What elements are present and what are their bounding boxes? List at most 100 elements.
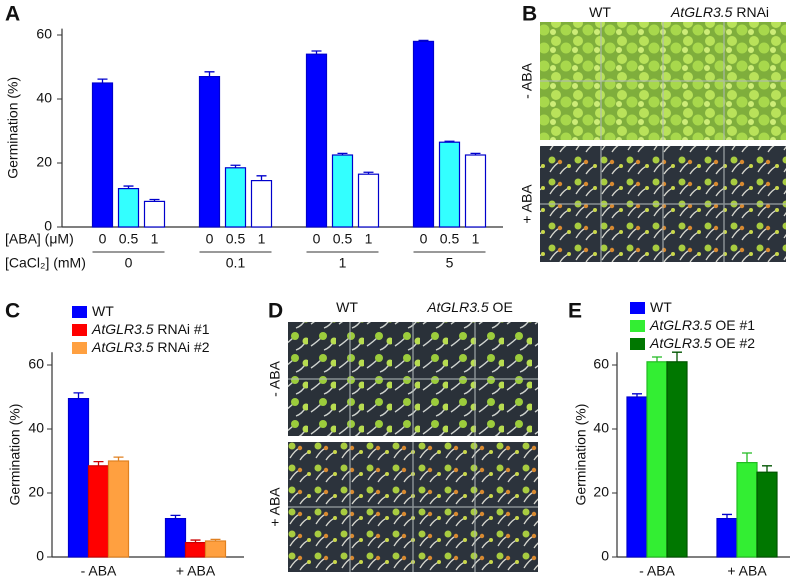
y-tick-label: 0 xyxy=(601,548,609,564)
error-bar xyxy=(722,513,732,519)
bar xyxy=(756,471,778,558)
y-axis-label: Germination (%) xyxy=(5,77,21,179)
x-tick-label: 0.1 xyxy=(226,255,246,271)
error-bar xyxy=(256,175,267,181)
text-part: #2 xyxy=(190,339,210,355)
x-tick-label: + ABA xyxy=(727,563,767,579)
y-tick-label: 0 xyxy=(44,218,52,234)
column-label: WT xyxy=(336,299,358,315)
panel-letter: D xyxy=(268,300,283,323)
photo-d: D WT AtGLR3.5 OE - ABA + ABA xyxy=(267,299,538,572)
y-axis-label: Germination (%) xyxy=(573,404,589,506)
row-label: + ABA xyxy=(267,487,283,527)
error-bar xyxy=(73,392,84,399)
text-part: AtGLR3.5 xyxy=(649,335,712,351)
y-tick-label: 20 xyxy=(36,154,52,170)
series-label: 0 xyxy=(420,231,428,247)
bar xyxy=(305,53,328,228)
error-bar xyxy=(230,164,241,168)
bar xyxy=(716,517,738,558)
text-part: RNAi xyxy=(153,339,190,355)
legend-swatch xyxy=(630,320,645,332)
bar xyxy=(331,154,354,228)
panel-letter: C xyxy=(5,300,20,323)
y-tick-label: 40 xyxy=(36,90,52,106)
legend-label: WT xyxy=(92,303,114,319)
row-label: - ABA xyxy=(267,360,283,396)
text-part: AtGLR3.5 xyxy=(91,321,154,337)
x-tick-label: 0 xyxy=(125,255,133,271)
series-label: 1 xyxy=(472,231,480,247)
series-label: 0 xyxy=(206,231,214,247)
panel-letter: A xyxy=(5,3,20,26)
bar xyxy=(87,465,110,558)
row-label: + ABA xyxy=(519,184,535,224)
bar xyxy=(204,540,227,558)
text-part: #1 xyxy=(190,321,210,337)
error-bar xyxy=(418,39,429,42)
column-label: AtGLR3.5 RNAi xyxy=(670,4,769,20)
row-label: - ABA xyxy=(519,62,535,98)
legend-swatch xyxy=(72,342,87,354)
text-part: WT xyxy=(650,299,672,315)
error-bar xyxy=(632,393,642,397)
text-part: OE xyxy=(711,317,735,333)
bar xyxy=(626,396,648,558)
error-bar xyxy=(97,78,108,83)
legend-swatch xyxy=(630,302,645,314)
y-tick-label: 40 xyxy=(28,420,44,436)
y-tick-label: 0 xyxy=(36,548,44,564)
y-axis-label: Germination (%) xyxy=(7,404,23,506)
error-bar xyxy=(363,171,374,175)
bar xyxy=(164,517,187,558)
text-part: AtGLR3.5 xyxy=(426,299,489,315)
plate-grid xyxy=(540,22,786,262)
text-part: WT xyxy=(336,299,358,315)
bar xyxy=(464,154,487,228)
text-part: AtGLR3.5 xyxy=(649,317,712,333)
error-bar xyxy=(762,465,772,473)
error-bar xyxy=(742,452,752,463)
bar xyxy=(438,141,461,228)
error-bar xyxy=(337,152,348,155)
text-part: RNAi xyxy=(153,321,190,337)
x-tick-label: - ABA xyxy=(81,563,117,579)
series-label: 0.5 xyxy=(119,231,139,247)
bar xyxy=(736,462,758,558)
text-part: RNAi xyxy=(732,4,769,20)
text-part: #1 xyxy=(736,317,756,333)
error-bar xyxy=(311,50,322,55)
column-label: WT xyxy=(589,4,611,20)
y-tick-label: 60 xyxy=(28,356,44,372)
error-bar xyxy=(170,514,181,519)
text-part: WT xyxy=(92,303,114,319)
text-part: OE xyxy=(489,299,513,315)
error-bar xyxy=(204,71,215,77)
series-label: 0 xyxy=(99,231,107,247)
legend-swatch xyxy=(72,306,87,318)
legend-swatch xyxy=(72,324,87,336)
series-label: 1 xyxy=(151,231,159,247)
panel-letter: B xyxy=(522,3,537,26)
y-tick-label: 20 xyxy=(593,484,609,500)
bar xyxy=(666,361,688,558)
x-tick-label: 1 xyxy=(339,255,347,271)
error-bar xyxy=(123,185,134,189)
legend-swatch xyxy=(630,338,645,350)
text-part: AtGLR3.5 xyxy=(670,4,733,20)
error-bar xyxy=(444,140,455,143)
photo-b: B WT AtGLR3.5 RNAi - ABA + ABA xyxy=(519,3,786,262)
series-label: 1 xyxy=(258,231,266,247)
error-bar xyxy=(93,460,104,466)
x-axis-label: [ABA] (μM) xyxy=(5,231,74,247)
bar xyxy=(143,200,166,228)
series-label: 0.5 xyxy=(226,231,246,247)
bar xyxy=(224,167,247,228)
text-part: OE xyxy=(711,335,735,351)
error-bar xyxy=(190,539,201,543)
error-bar xyxy=(470,152,481,155)
series-label: 1 xyxy=(365,231,373,247)
error-bar xyxy=(149,198,160,202)
bar xyxy=(412,40,435,228)
bar xyxy=(67,398,90,558)
